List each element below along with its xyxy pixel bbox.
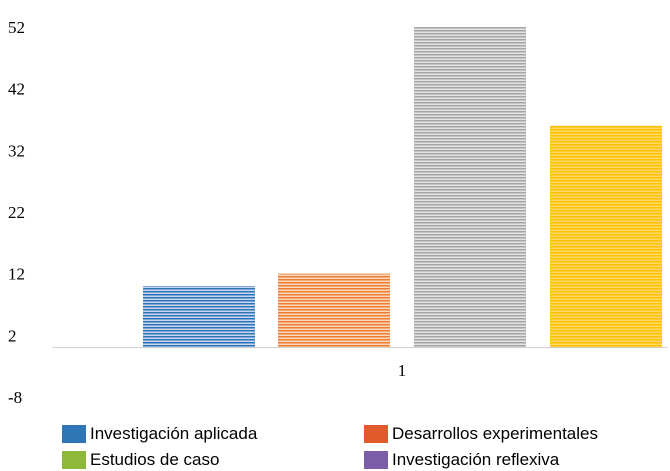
legend-swatch (364, 451, 388, 469)
legend-item: Desarrollos experimentales (364, 424, 598, 444)
y-axis-ticks: 52 42 32 22 12 2 -8 (8, 18, 25, 407)
y-tick-label: -8 (8, 388, 22, 407)
bar-investigación-reflexiva (550, 125, 662, 348)
bar-estudios-de-caso (414, 27, 526, 348)
legend-label: Estudios de caso (90, 450, 220, 469)
legend-label: Investigación reflexiva (392, 450, 560, 469)
legend-swatch (364, 425, 388, 443)
legend: Investigación aplicada Desarrollos experi… (62, 424, 662, 471)
y-tick-label: 52 (8, 18, 25, 37)
bar-series (143, 27, 662, 348)
legend-item: Estudios de caso (62, 450, 219, 470)
legend-swatch (62, 425, 86, 443)
x-axis-ticks: 1 (398, 361, 407, 380)
y-tick-label: 2 (8, 326, 17, 345)
y-tick-label: 12 (8, 265, 25, 284)
legend-swatch (62, 451, 86, 469)
y-tick-label: 22 (8, 203, 25, 222)
bar-investigación-aplicada (143, 286, 255, 348)
legend-label: Investigación aplicada (90, 424, 258, 443)
legend-item: Investigación aplicada (62, 424, 257, 444)
legend-item: Investigación reflexiva (364, 450, 559, 470)
x-category-label: 1 (398, 361, 407, 380)
bar-desarrollos-experimentales (278, 273, 390, 348)
legend-label: Desarrollos experimentales (392, 424, 598, 443)
y-tick-label: 32 (8, 141, 25, 160)
y-tick-label: 42 (8, 80, 25, 99)
